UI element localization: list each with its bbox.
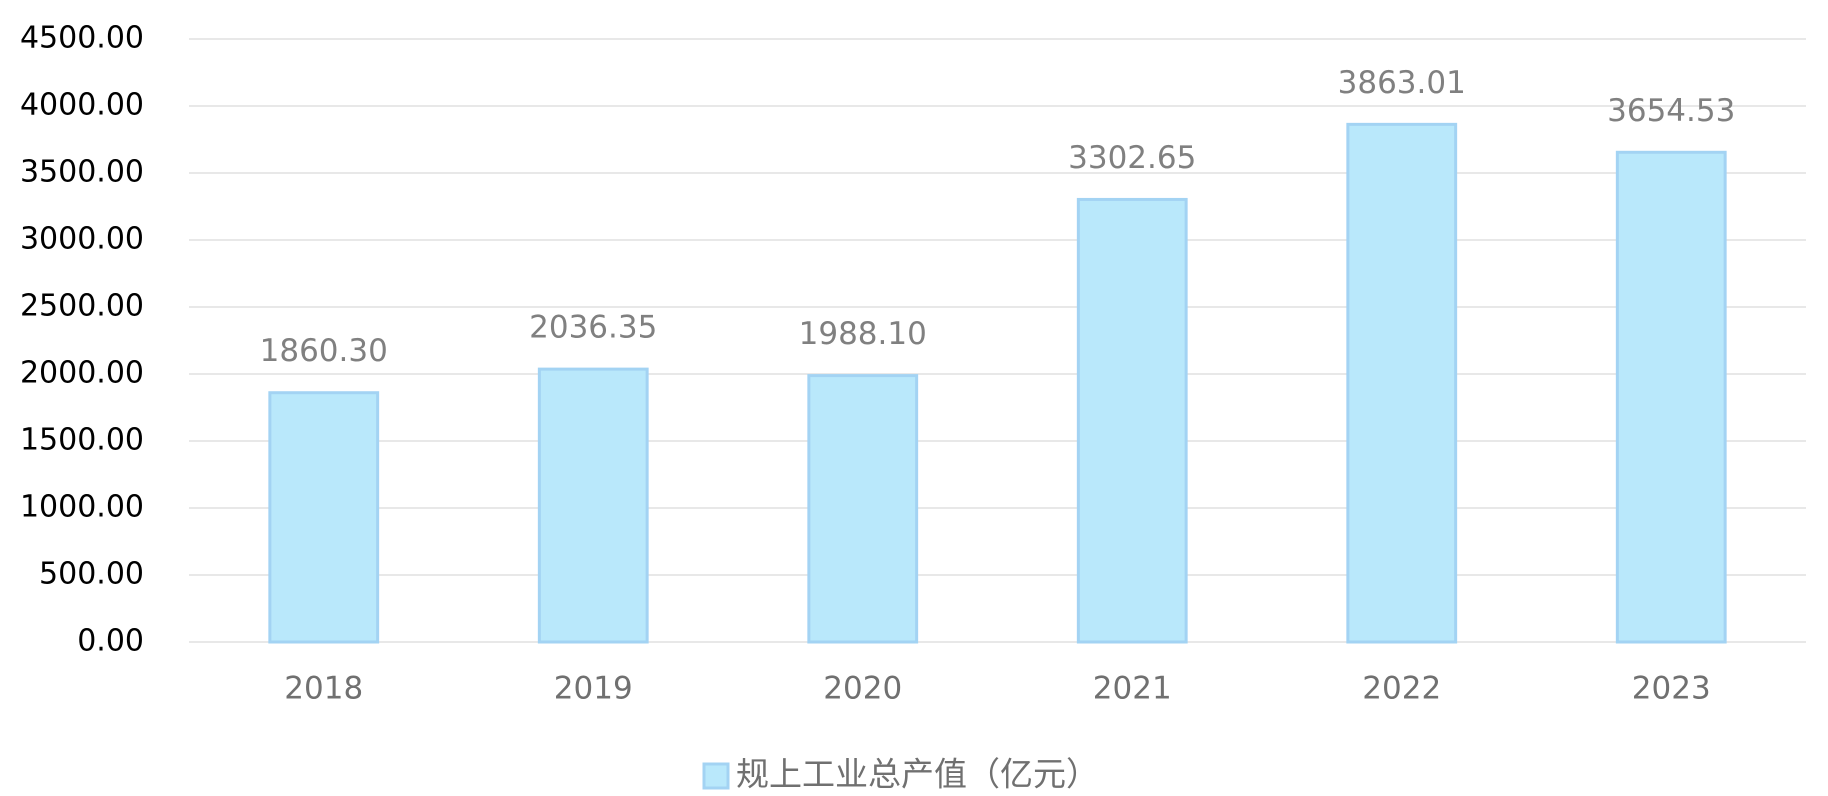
x-tick-label: 2020 bbox=[823, 671, 902, 707]
data-label: 3863.01 bbox=[1338, 65, 1466, 101]
y-tick-label: 4500.00 bbox=[20, 21, 144, 56]
x-tick-label: 2022 bbox=[1362, 671, 1441, 707]
y-tick-label: 4000.00 bbox=[20, 88, 144, 123]
data-label: 3654.53 bbox=[1607, 93, 1735, 129]
y-tick-label: 2500.00 bbox=[20, 289, 144, 324]
y-tick-label: 2000.00 bbox=[20, 356, 144, 391]
data-label: 1860.30 bbox=[260, 333, 388, 369]
x-tick-label: 2023 bbox=[1632, 671, 1711, 707]
y-tick-label: 500.00 bbox=[39, 557, 144, 592]
y-tick-label: 1500.00 bbox=[20, 423, 144, 458]
bar bbox=[1615, 150, 1727, 644]
bar bbox=[1346, 122, 1458, 644]
data-label: 3302.65 bbox=[1068, 140, 1196, 176]
bar bbox=[268, 391, 380, 644]
data-label: 2036.35 bbox=[529, 310, 657, 346]
bar bbox=[807, 374, 919, 644]
y-tick-label: 3000.00 bbox=[20, 222, 144, 257]
bar bbox=[1076, 197, 1188, 644]
x-tick-label: 2018 bbox=[284, 671, 363, 707]
y-tick-label: 0.00 bbox=[77, 624, 144, 659]
x-tick-label: 2019 bbox=[554, 671, 633, 707]
y-tick-label: 3500.00 bbox=[20, 155, 144, 190]
legend-swatch bbox=[702, 762, 730, 790]
legend-label: 规上工业总产值（亿元） bbox=[736, 755, 1099, 794]
bar bbox=[537, 367, 649, 644]
data-label: 1988.10 bbox=[799, 316, 927, 352]
x-tick-label: 2021 bbox=[1093, 671, 1172, 707]
y-tick-label: 1000.00 bbox=[20, 490, 144, 525]
